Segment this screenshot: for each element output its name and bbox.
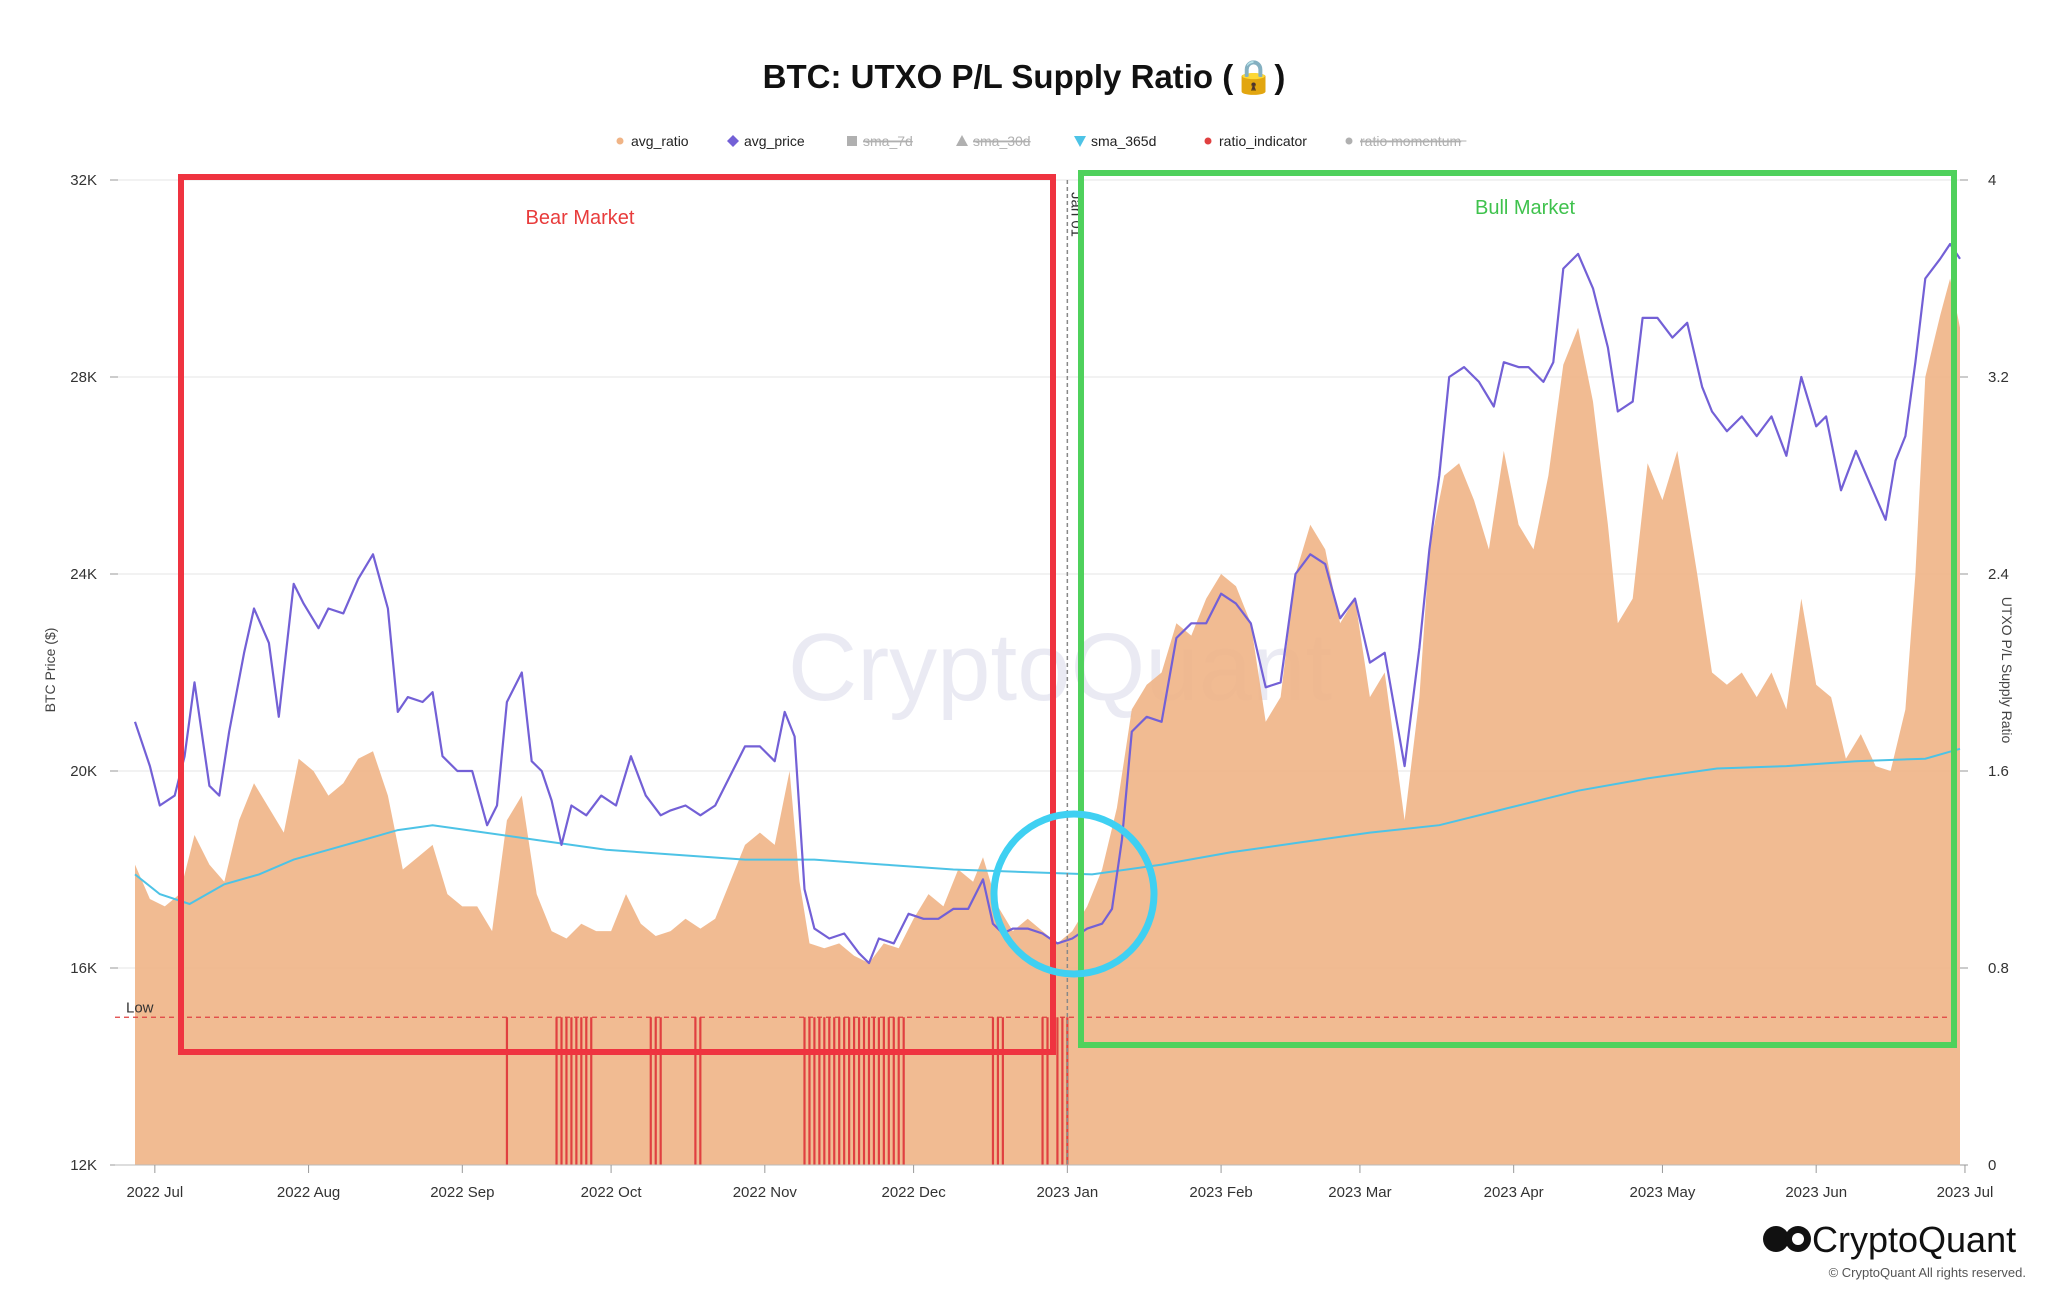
highlight-circle (990, 810, 1158, 978)
y-left-tick-label: 24K (70, 566, 97, 583)
x-tick-label: 2022 Oct (581, 1184, 643, 1201)
x-tick-label: 2022 Aug (277, 1184, 340, 1201)
y-right-tick-label: 0 (1988, 1157, 1996, 1174)
y-right-tick-label: 2.4 (1988, 566, 2009, 583)
y-axis-left-title: BTC Price ($) (42, 628, 58, 713)
avg-price-layer (133, 242, 1961, 965)
x-tick-label: 2023 May (1630, 1184, 1696, 1201)
avg-ratio-area (135, 278, 1960, 1165)
legend-label: avg_price (744, 133, 805, 149)
legend-marker-triangle-up-icon (956, 135, 968, 146)
bear-market-label: Bear Market (526, 207, 635, 229)
legend-marker-square-icon (847, 136, 857, 146)
chart-title: BTC: UTXO P/L Supply Ratio (🔒) (763, 58, 1286, 96)
x-tick-label: 2023 Apr (1484, 1184, 1544, 1201)
x-tick-label: 2023 Feb (1189, 1184, 1252, 1201)
brand-logo-icon (1763, 1226, 1789, 1252)
x-tick-label: 2023 Jun (1785, 1184, 1847, 1201)
low-threshold-label: Low (126, 999, 154, 1016)
legend-marker-circle-icon (1204, 137, 1212, 145)
x-tick-label: 2023 Jul (1937, 1184, 1994, 1201)
y-right-tick-label: 3.2 (1988, 369, 2009, 386)
x-tick-label: 2023 Jan (1036, 1184, 1098, 1201)
y-axis-left: 12K 16K 20K 24K 28K 32K (70, 172, 118, 1174)
y-axis-right: 0 0.8 1.6 2.4 3.2 4 (1960, 172, 2009, 1174)
legend-item-avg-price: avg_price (727, 133, 805, 149)
y-left-tick-label: 12K (70, 1157, 97, 1174)
x-tick-label: 2022 Dec (881, 1184, 946, 1201)
legend-marker-triangle-down-icon (1074, 136, 1086, 147)
y-left-tick-label: 20K (70, 763, 97, 780)
bull-market-label: Bull Market (1475, 197, 1575, 219)
legend-item-avg-ratio: avg_ratio (616, 133, 689, 149)
y-left-tick-label: 16K (70, 960, 97, 977)
legend-item-sma-365d: sma_365d (1074, 133, 1156, 149)
x-tick-label: 2022 Jul (126, 1184, 183, 1201)
copyright: © CryptoQuant All rights reserved. (1829, 1265, 2026, 1280)
sma-365d-line (134, 747, 1961, 906)
legend-marker-diamond-icon (727, 135, 739, 147)
legend-item-ratio-indicator: ratio_indicator (1204, 133, 1307, 149)
legend-item-sma-7d: sma_7d (847, 133, 913, 149)
y-right-tick-label: 1.6 (1988, 763, 2009, 780)
x-tick-label: 2023 Mar (1328, 1184, 1391, 1201)
avg-price-line (133, 242, 1961, 965)
x-axis: 2022 Jul 2022 Aug 2022 Sep 2022 Oct 2022 Nov… (115, 1164, 1994, 1201)
y-axis-right-title: UTXO P/L Supply Ratio (1999, 597, 2015, 744)
y-left-tick-label: 32K (70, 172, 97, 189)
bull-market-box (1078, 170, 1957, 1048)
brand-name: CryptoQuant (1812, 1219, 2016, 1260)
avg-ratio-layer (135, 278, 1960, 1165)
y-right-tick-label: 4 (1988, 172, 1996, 189)
brand-logo: CryptoQuant (1763, 1219, 2016, 1260)
legend: avg_ratio avg_price sma_7d sma_30d sma_365d r… (616, 133, 1467, 149)
legend-marker-circle-icon (1345, 137, 1353, 145)
legend-label: avg_ratio (631, 133, 689, 149)
y-right-tick-label: 0.8 (1988, 960, 2009, 977)
legend-item-ratio-momentum: ratio momentum (1345, 133, 1467, 149)
legend-label: sma_365d (1091, 133, 1156, 149)
legend-item-sma-30d: sma_30d (956, 133, 1031, 149)
y-left-tick-label: 28K (70, 369, 97, 386)
sma-365d-layer (134, 747, 1961, 906)
legend-marker-circle-icon (616, 137, 624, 145)
x-tick-label: 2022 Nov (733, 1184, 798, 1201)
bear-market-box (178, 174, 1056, 1055)
x-tick-label: 2022 Sep (430, 1184, 494, 1201)
legend-label: ratio_indicator (1219, 133, 1307, 149)
